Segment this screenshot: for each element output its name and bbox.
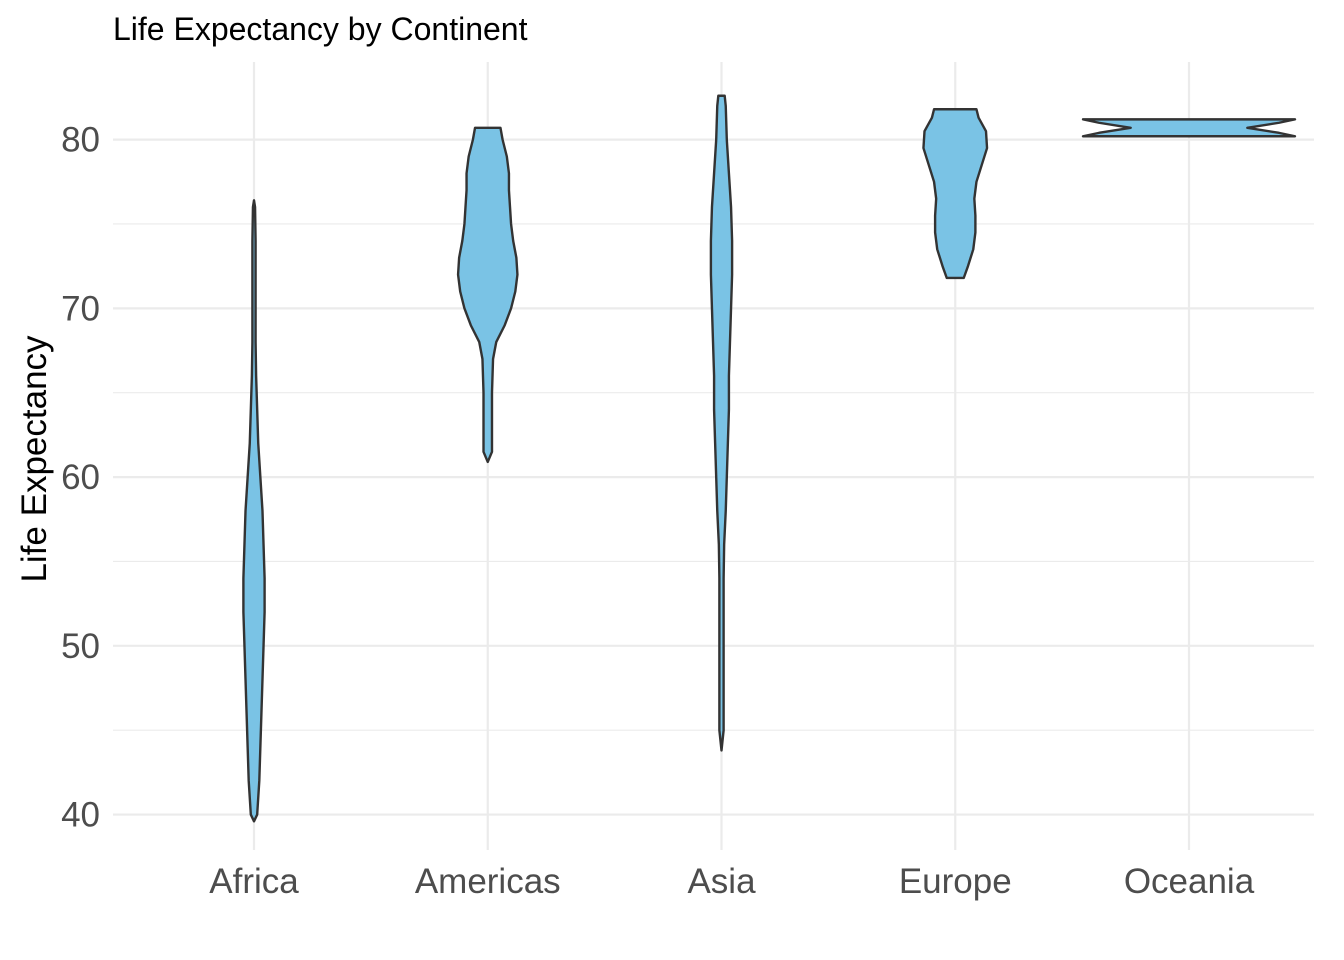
violins — [242, 94, 1297, 823]
violin-asia — [709, 94, 734, 752]
y-axis-label: Life Expectancy — [15, 335, 54, 583]
chart-title: Life Expectancy by Continent — [113, 11, 528, 47]
y-axis-ticks: 40 50 60 70 80 — [61, 121, 100, 835]
y-tick-label: 50 — [61, 627, 100, 666]
x-tick-label: Europe — [899, 862, 1012, 901]
x-tick-label: Asia — [687, 862, 756, 901]
violin-oceania — [1081, 118, 1297, 138]
violin-africa — [242, 199, 266, 823]
violin-europe — [922, 108, 989, 280]
y-tick-label: 40 — [61, 796, 100, 835]
y-tick-label: 60 — [61, 458, 100, 497]
violin-americas — [456, 126, 519, 464]
x-tick-label: Oceania — [1124, 862, 1255, 901]
y-tick-label: 70 — [61, 289, 100, 328]
x-tick-label: Africa — [209, 862, 299, 901]
x-tick-label: Americas — [415, 862, 561, 901]
x-axis-ticks: Africa Americas Asia Europe Oceania — [209, 862, 1254, 901]
y-tick-label: 80 — [61, 121, 100, 160]
